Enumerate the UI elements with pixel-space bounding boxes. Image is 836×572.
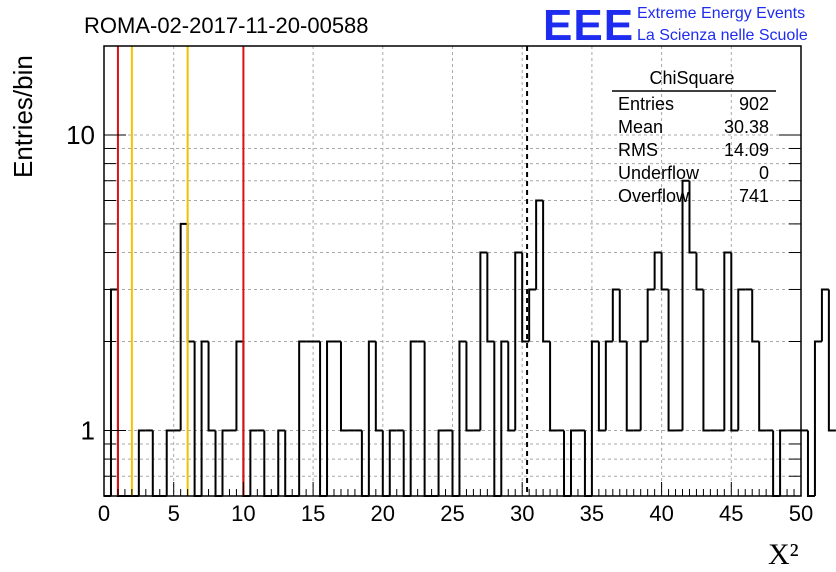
histogram-bin — [751, 289, 760, 343]
stats-label: Entries — [618, 94, 674, 114]
x-tick-label: 25 — [440, 501, 464, 526]
histogram-bin — [667, 289, 676, 432]
histogram-bin — [695, 252, 704, 291]
histogram-bin — [702, 289, 711, 432]
histogram-bin — [653, 251, 662, 290]
y-tick-label: 10 — [66, 120, 95, 150]
x-tick-label: 50 — [789, 501, 813, 526]
stats-value: 0 — [759, 163, 769, 183]
histogram-bin — [374, 341, 383, 432]
histogram-bin — [207, 341, 216, 432]
stats-box: ChiSquare Entries 902 Mean 30.38 RMS 14.09 Und… — [612, 68, 776, 206]
histogram-bin — [604, 340, 613, 431]
histogram-bin — [507, 341, 516, 432]
x-axis-label: X² — [768, 538, 799, 571]
histogram-bin — [514, 251, 523, 431]
x-tick-label: 35 — [580, 501, 604, 526]
y-tick-label: 1 — [81, 415, 95, 445]
histogram-bin — [542, 200, 551, 343]
histogram-bin — [339, 341, 348, 432]
histogram-bin — [813, 340, 822, 496]
x-tick-label: 5 — [168, 501, 180, 526]
histogram-bin — [458, 340, 467, 496]
histogram-bin — [179, 222, 188, 431]
x-tick-label: 30 — [510, 501, 534, 526]
x-tick-label: 10 — [231, 501, 255, 526]
histogram-bin — [827, 289, 836, 432]
histogram-bin — [681, 179, 690, 431]
histogram-bin — [249, 429, 258, 496]
chart-title: ROMA-02-2017-11-20-00588 — [84, 13, 369, 38]
stats-label: Mean — [618, 117, 663, 137]
stats-label: RMS — [618, 140, 658, 160]
histogram-bin — [521, 252, 530, 343]
histogram-bin — [298, 340, 307, 496]
histogram-bin — [221, 429, 230, 496]
histogram-bin — [625, 341, 634, 432]
stats-value: 30.38 — [724, 117, 769, 137]
logo-line1: Extreme Energy Events — [637, 5, 805, 22]
histogram-bin — [646, 288, 655, 342]
histogram-bin — [758, 341, 767, 432]
logo-mark: EEE — [543, 1, 634, 50]
stats-rows: Entries 902 Mean 30.38 RMS 14.09 Underflow 0 Ove… — [618, 94, 769, 206]
histogram-bin — [549, 341, 558, 432]
histogram-bin — [235, 340, 244, 431]
histogram-bin — [820, 288, 829, 342]
histogram-bin — [639, 340, 648, 431]
histogram-bin — [465, 341, 474, 432]
histogram-bin — [730, 252, 739, 432]
histogram-bin — [535, 199, 544, 290]
histogram-bin — [437, 429, 446, 496]
histogram-bin — [660, 252, 669, 291]
histogram-bin — [723, 251, 732, 431]
stats-title: ChiSquare — [649, 68, 734, 88]
x-tick-labels: 0 5 10 15 20 25 30 35 40 45 50 — [98, 501, 813, 526]
histogram-bin — [737, 288, 746, 431]
histogram-bin — [479, 251, 488, 431]
histogram-bin — [611, 288, 620, 342]
histogram-bin — [688, 180, 697, 254]
histogram-bin — [388, 429, 397, 496]
histogram-bin — [200, 340, 209, 496]
stats-value: 14.09 — [724, 140, 769, 160]
histogram-bin — [806, 430, 815, 497]
histogram-bin — [500, 340, 509, 496]
histogram-bin — [326, 340, 335, 496]
x-tick-label: 20 — [371, 501, 395, 526]
histogram-bin — [409, 340, 418, 496]
histogram-bin — [277, 429, 286, 496]
histogram-bin — [569, 429, 578, 496]
x-tick-label: 40 — [649, 501, 673, 526]
histogram-bin — [486, 252, 495, 343]
histogram-bin — [590, 340, 599, 496]
stats-label: Underflow — [618, 163, 700, 183]
histogram-bin — [137, 429, 146, 496]
x-tick-label: 15 — [301, 501, 325, 526]
x-tick-label: 0 — [98, 501, 110, 526]
histogram-bin — [367, 340, 376, 496]
y-axis-label: Entries/bin — [8, 55, 38, 178]
marker-lines — [116, 46, 529, 496]
stats-label: Overflow — [618, 186, 690, 206]
stats-value: 741 — [739, 186, 769, 206]
y-tick-labels: 1 10 — [66, 120, 95, 445]
stats-value: 902 — [739, 94, 769, 114]
x-tick-label: 45 — [719, 501, 743, 526]
eee-logo: EEE Extreme Energy Events La Scienza nel… — [543, 1, 808, 50]
logo-line2: La Scienza nelle Scuole — [637, 27, 808, 44]
histogram-bin — [528, 288, 537, 342]
histogram-bin — [165, 429, 174, 496]
axes — [103, 45, 802, 497]
histogram-bin — [597, 341, 606, 432]
histogram-bin — [618, 289, 627, 343]
